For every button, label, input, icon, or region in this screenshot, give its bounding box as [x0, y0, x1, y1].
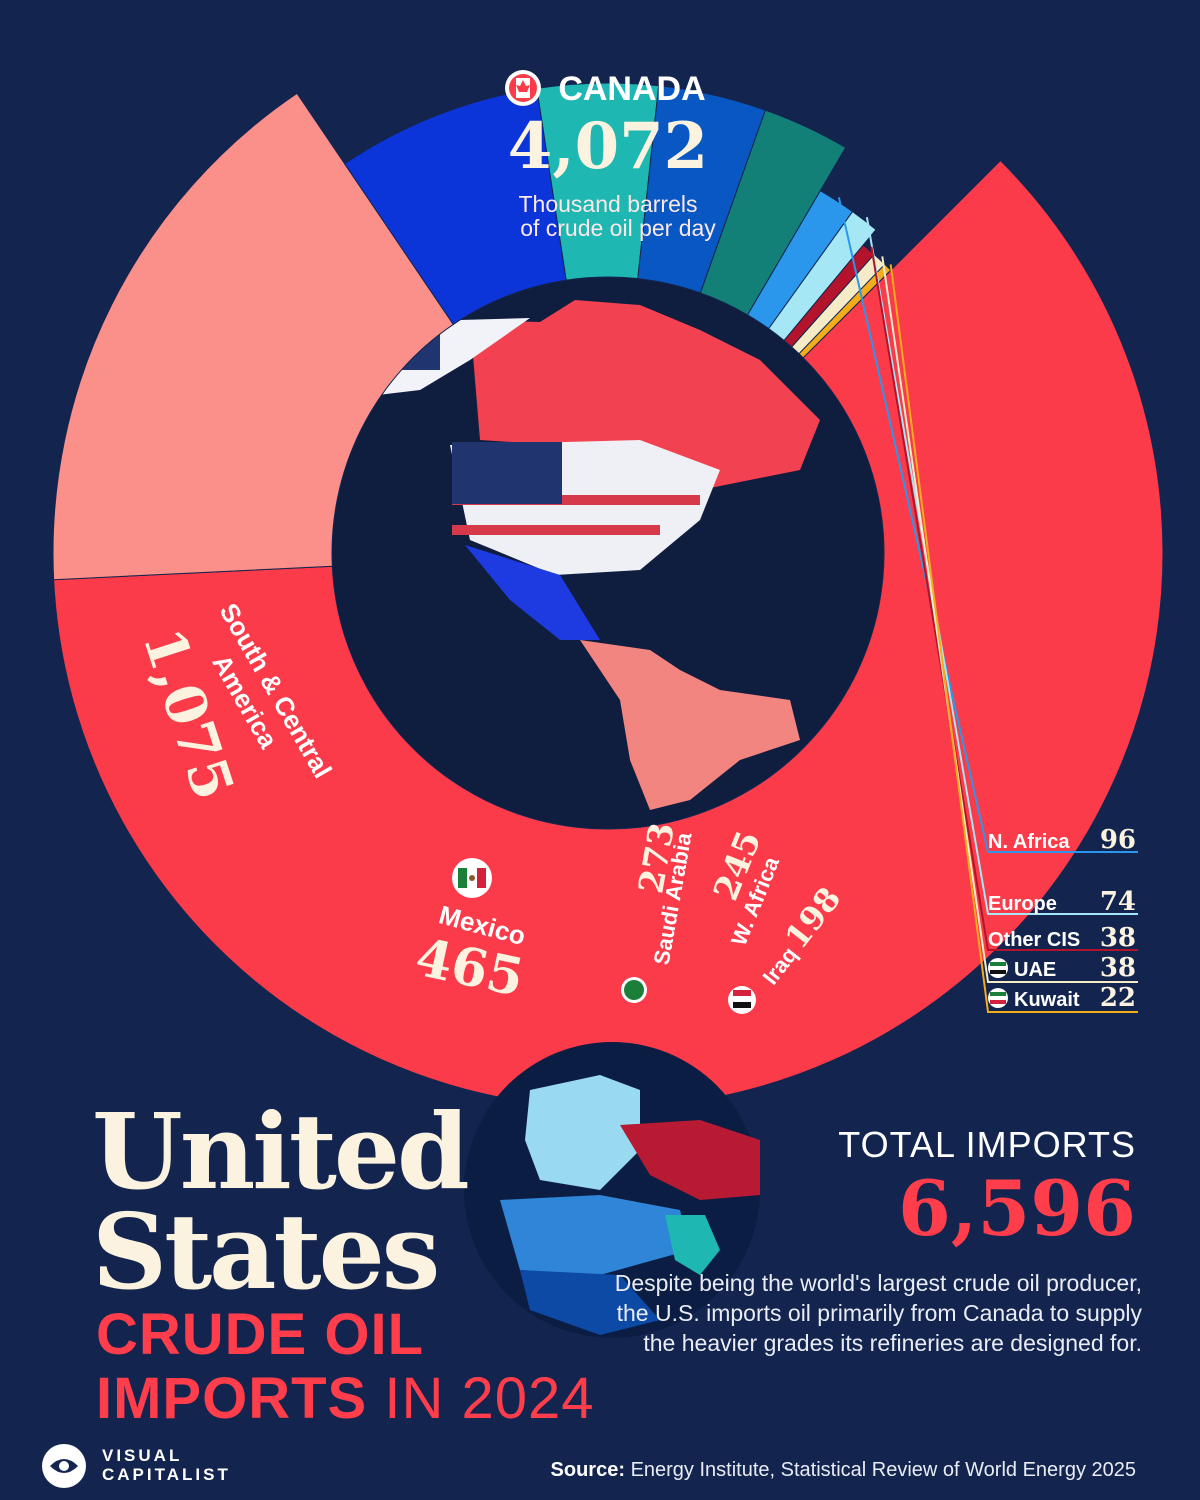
kuwait-value: 22 — [1100, 983, 1136, 1013]
mexico-flag-icon — [452, 858, 492, 898]
north-america-globe — [332, 277, 884, 829]
page-title-line2: States — [92, 1190, 440, 1313]
leader-n-africa — [837, 197, 1138, 853]
brand-logo-icon — [42, 1444, 86, 1488]
leader-lines — [837, 197, 1138, 1013]
leader-other-cis — [870, 246, 1138, 951]
europe-label: Europe — [988, 893, 1057, 915]
source-text: Energy Institute, Statistical Review of … — [630, 1459, 1136, 1481]
subtitle-bold: IMPORTS — [96, 1366, 368, 1431]
kuwait-flag-icon — [988, 988, 1008, 1008]
othercis-value: 38 — [1100, 923, 1136, 953]
europe-globe — [464, 1042, 760, 1338]
leader-uae — [881, 256, 1138, 983]
unit-note-line1: Thousand barrels — [519, 191, 698, 217]
uae-value: 38 — [1100, 953, 1136, 983]
subtitle-line1: CRUDE OIL — [96, 1302, 424, 1367]
page-title: United — [92, 1090, 470, 1213]
slice-south-central-america — [52, 92, 455, 581]
total-value: 6,596 — [898, 1164, 1136, 1253]
slice-kuwait — [798, 263, 892, 359]
leader-kuwait — [889, 264, 1138, 1013]
othercis-label: Other CIS — [988, 929, 1080, 951]
slice-canada — [53, 159, 1164, 1109]
brand-line1: VISUAL — [102, 1446, 183, 1465]
description-note: Despite being the world's largest crude … — [614, 1270, 1142, 1356]
total-label: TOTAL IMPORTS — [838, 1124, 1136, 1165]
nafrica-label: N. Africa — [988, 831, 1070, 853]
canada-label: CANADA — [558, 70, 705, 108]
leader-europe — [865, 217, 1138, 915]
unit-note-line2: of crude oil per day — [520, 215, 716, 241]
brand-line2: CAPITALIST — [102, 1465, 231, 1484]
iraq-flag-icon — [728, 986, 756, 1014]
subtitle-line2: IMPORTS IN 2024 — [96, 1370, 595, 1428]
canada-flag-icon — [505, 70, 541, 106]
source-line: Source: Energy Institute, Statistical Re… — [551, 1459, 1136, 1482]
slice-labels: CANADA 4,072 Thousand barrels of crude o… — [130, 70, 1138, 1014]
brand-logo: VISUAL CAPITALIST — [36, 1440, 236, 1490]
kuwait-label: Kuwait — [1014, 989, 1080, 1011]
source-label: Source: — [550, 1459, 625, 1481]
uae-flag-icon — [988, 958, 1008, 978]
nafrica-value: 96 — [1100, 825, 1136, 855]
subtitle-rest: IN 2024 — [384, 1366, 595, 1431]
uae-label: UAE — [1014, 959, 1056, 981]
europe-value: 74 — [1100, 887, 1136, 917]
saudi-flag-icon — [621, 977, 647, 1003]
canada-value: 4,072 — [508, 109, 708, 184]
